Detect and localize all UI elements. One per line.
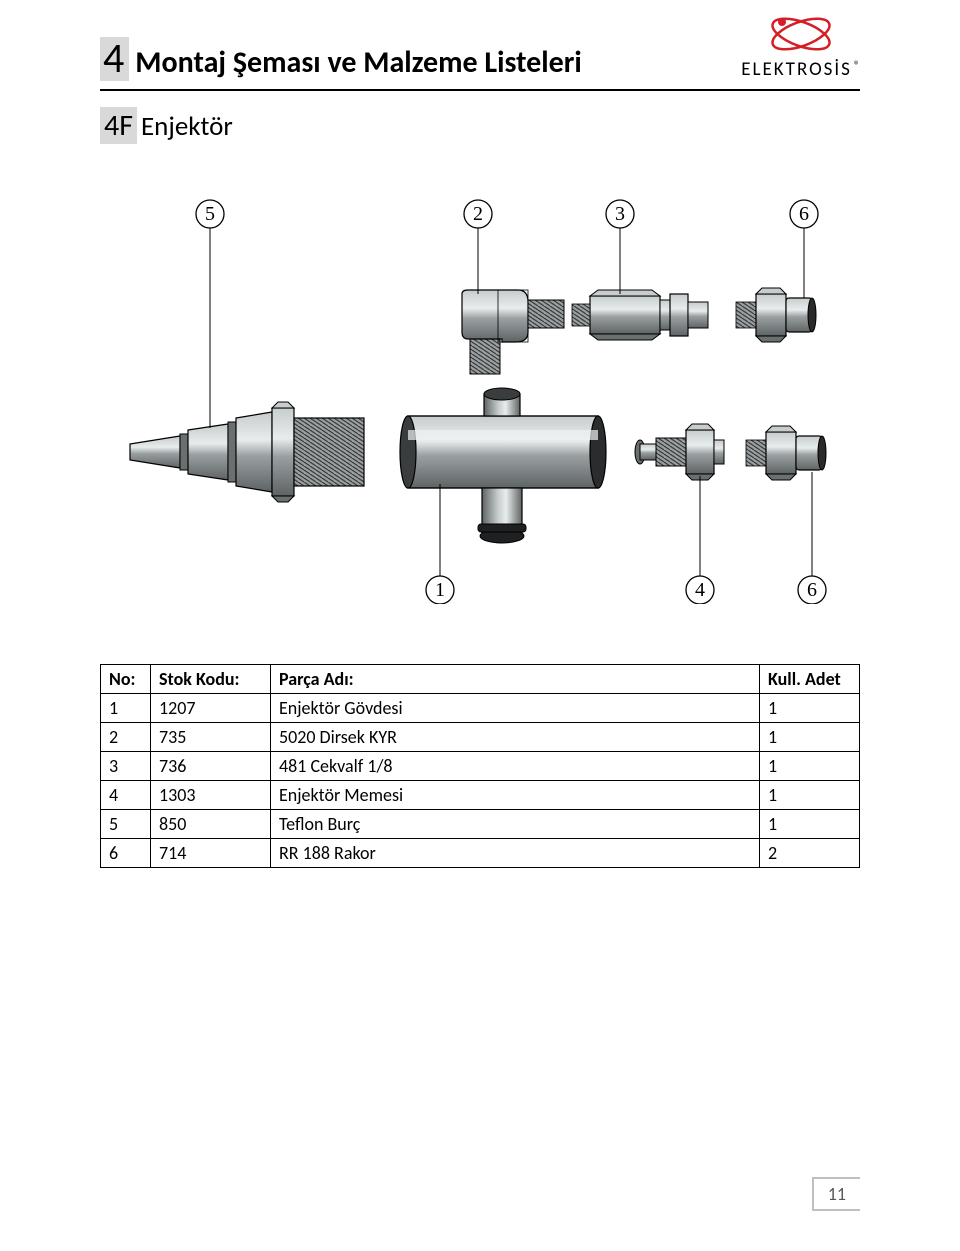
sub-section-number: 4F — [100, 107, 137, 144]
table-row: 11207Enjektör Gövdesi1 — [101, 694, 860, 723]
title-block: 4 Montaj Şeması ve Malzeme Listeleri — [100, 37, 582, 81]
parts-table-container: No: Stok Kodu: Parça Adı: Kull. Adet 112… — [100, 664, 860, 868]
page-header: 4 Montaj Şeması ve Malzeme Listeleri ELE… — [100, 0, 860, 91]
cell-code: 714 — [151, 839, 271, 868]
cell-no: 2 — [101, 723, 151, 752]
cell-qty: 1 — [760, 723, 860, 752]
callout-4: 4 — [686, 476, 714, 604]
callout-6-bottom: 6 — [798, 472, 826, 604]
brand-logo: ELEKTROSİS® — [741, 10, 860, 81]
cell-qty: 1 — [760, 810, 860, 839]
col-no: No: — [101, 665, 151, 694]
logo-text-row: ELEKTROSİS® — [741, 58, 860, 81]
parts-table: No: Stok Kodu: Parça Adı: Kull. Adet 112… — [100, 664, 860, 868]
cell-no: 3 — [101, 752, 151, 781]
cell-no: 4 — [101, 781, 151, 810]
assembly-diagram: 5 2 3 6 1 4 6 — [100, 194, 860, 604]
part-elbow — [462, 290, 564, 374]
callout-1: 1 — [426, 484, 454, 604]
cell-qty: 1 — [760, 752, 860, 781]
cell-name: RR 188 Rakor — [271, 839, 760, 868]
cell-code: 1303 — [151, 781, 271, 810]
part-body — [400, 388, 606, 543]
cell-code: 736 — [151, 752, 271, 781]
registered-mark: ® — [854, 59, 860, 73]
table-row: 5850Teflon Burç1 — [101, 810, 860, 839]
callout-2: 2 — [464, 200, 492, 294]
cell-name: Enjektör Memesi — [271, 781, 760, 810]
part-nozzle — [635, 424, 724, 480]
callout-6-top: 6 — [790, 200, 818, 298]
cell-qty: 2 — [760, 839, 860, 868]
part-bushing — [130, 402, 364, 502]
svg-text:5: 5 — [205, 203, 215, 225]
cell-code: 1207 — [151, 694, 271, 723]
page-number: 11 — [812, 1177, 860, 1211]
part-checkvalve — [572, 290, 708, 340]
logo-icon — [766, 10, 836, 58]
sub-header: 4F Enjektör — [100, 107, 860, 144]
cell-name: Teflon Burç — [271, 810, 760, 839]
cell-name: 481 Cekvalf 1/8 — [271, 752, 760, 781]
table-row: 6714RR 188 Rakor2 — [101, 839, 860, 868]
svg-text:1: 1 — [435, 579, 445, 601]
cell-no: 6 — [101, 839, 151, 868]
table-header-row: No: Stok Kodu: Parça Adı: Kull. Adet — [101, 665, 860, 694]
cell-qty: 1 — [760, 694, 860, 723]
part-rakor-bottom — [746, 426, 826, 480]
col-name: Parça Adı: — [271, 665, 760, 694]
cell-code: 850 — [151, 810, 271, 839]
sub-section-title: Enjektör — [141, 110, 233, 143]
callout-3: 3 — [606, 200, 634, 294]
section-number: 4 — [100, 37, 129, 81]
cell-name: Enjektör Gövdesi — [271, 694, 760, 723]
brand-name: ELEKTROSİS — [741, 58, 852, 81]
table-row: 41303Enjektör Memesi1 — [101, 781, 860, 810]
table-row: 3736481 Cekvalf 1/81 — [101, 752, 860, 781]
cell-name: 5020 Dirsek KYR — [271, 723, 760, 752]
col-qty: Kull. Adet — [760, 665, 860, 694]
svg-text:6: 6 — [799, 203, 809, 225]
cell-no: 1 — [101, 694, 151, 723]
svg-text:2: 2 — [473, 203, 483, 225]
cell-no: 5 — [101, 810, 151, 839]
svg-text:3: 3 — [615, 203, 625, 225]
col-code: Stok Kodu: — [151, 665, 271, 694]
section-title: Montaj Şeması ve Malzeme Listeleri — [135, 44, 581, 81]
cell-qty: 1 — [760, 781, 860, 810]
table-row: 27355020 Dirsek KYR1 — [101, 723, 860, 752]
cell-code: 735 — [151, 723, 271, 752]
svg-text:4: 4 — [695, 579, 705, 601]
callout-5: 5 — [196, 200, 224, 428]
svg-text:6: 6 — [807, 579, 817, 601]
